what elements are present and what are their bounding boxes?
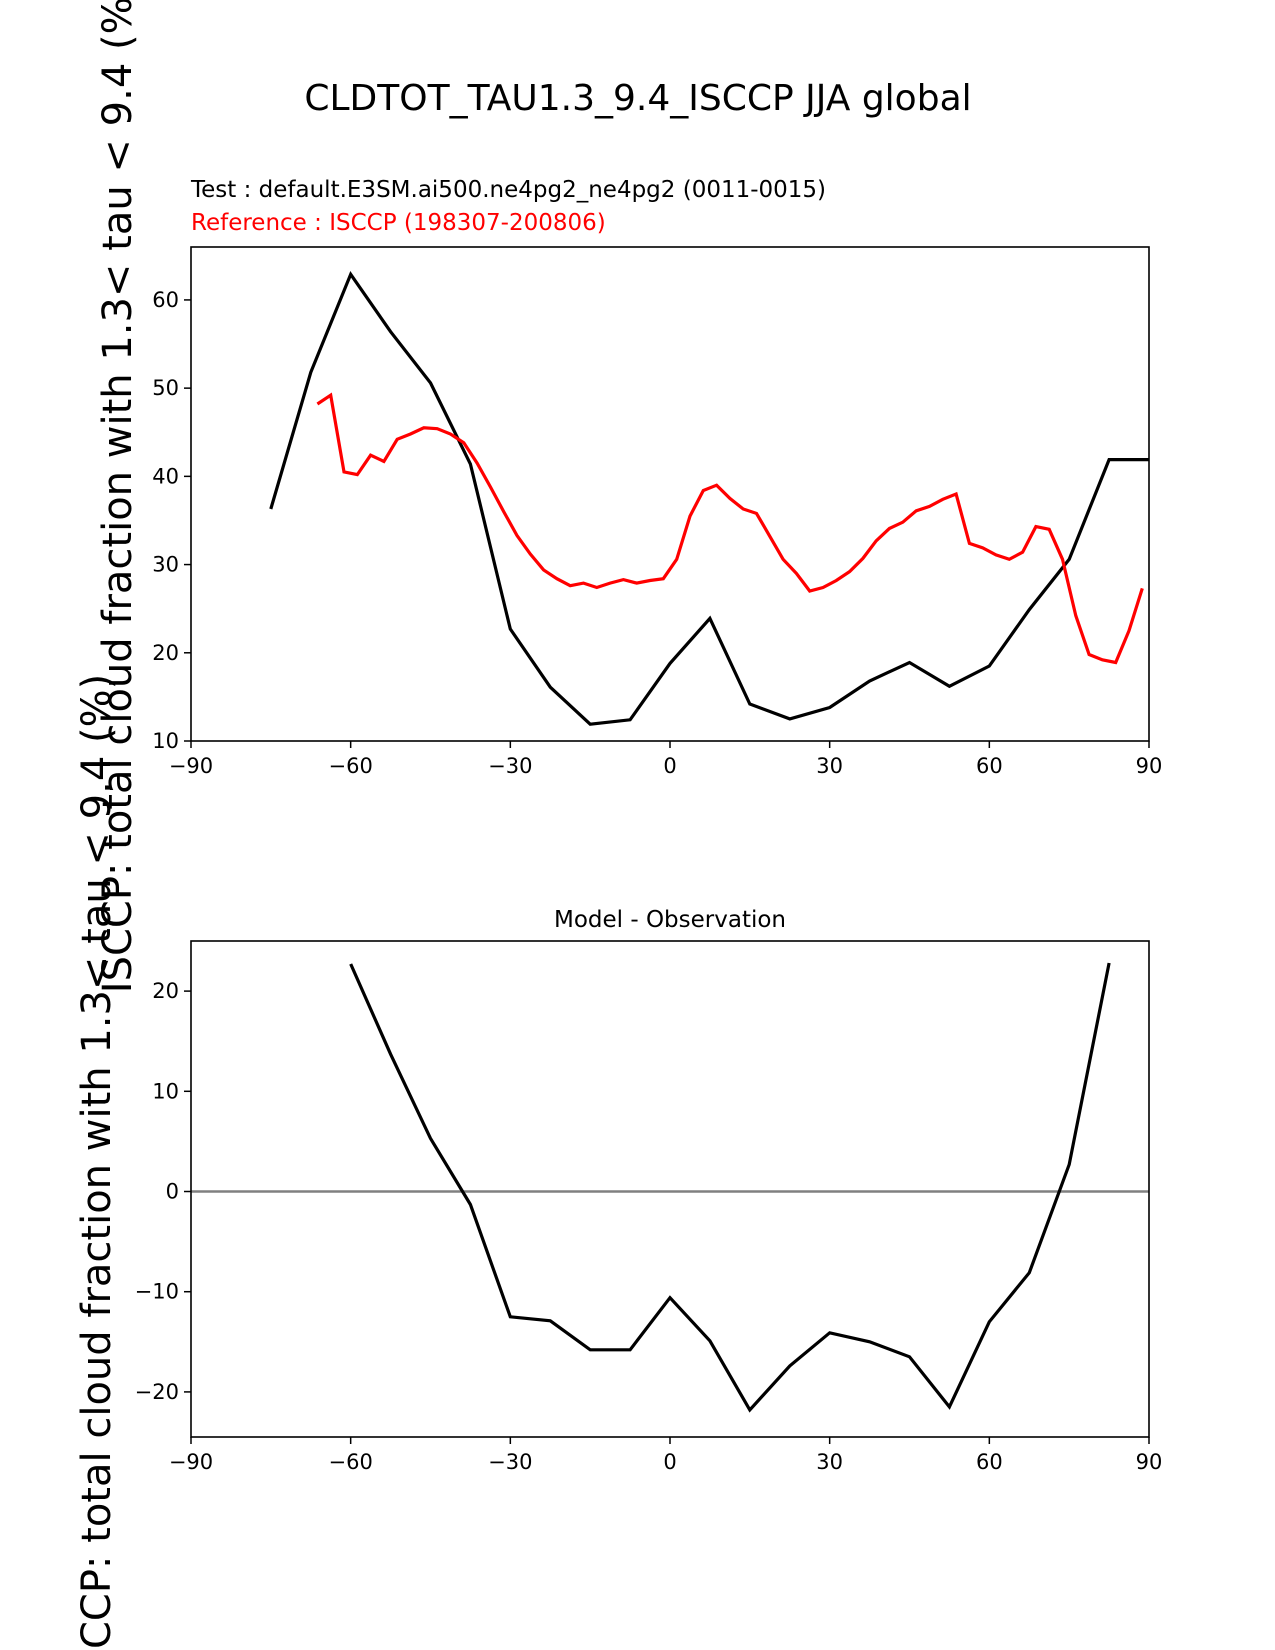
top-series-lines [269, 270, 1149, 726]
reference-label: Reference : ISCCP (198307-200806) [191, 210, 606, 236]
top-y-tick-label: 40 [152, 464, 179, 488]
top-x-tick-label: −60 [329, 754, 373, 778]
bottom-y-tick-label: 20 [152, 979, 179, 1003]
figure-title: CLDTOT_TAU1.3_9.4_ISCCP JJA global [304, 78, 971, 119]
test-label: Test : default.E3SM.ai500.ne4pg2_ne4pg2 … [190, 177, 826, 203]
bottom-x-tick-label: 90 [1136, 1450, 1163, 1474]
bottom-y-tick-label: 0 [166, 1180, 179, 1204]
bottom-x-tick-label: 60 [976, 1450, 1003, 1474]
bottom-axis-ticks: −90 −60 −30 0 30 60 90 −20 −10 0 10 20 [135, 979, 1163, 1474]
bottom-y-axis-label: ISCCP: total cloud fraction with 1.3< ta… [74, 674, 120, 1650]
top-panel: ISCCP: total cloud fraction with 1.3< ta… [95, 0, 1162, 993]
bottom-series-lines [191, 962, 1149, 1413]
top-y-tick-label: 10 [152, 729, 179, 753]
reference-series-line [316, 392, 1144, 665]
top-y-tick-label: 30 [152, 553, 179, 577]
top-y-tick-label: 50 [152, 376, 179, 400]
bottom-x-tick-label: −90 [169, 1450, 213, 1474]
test-series-line [269, 270, 1149, 726]
bottom-panel: Model - Observation ISCCP: total cloud f… [74, 674, 1162, 1650]
top-x-tick-label: 60 [976, 754, 1003, 778]
top-x-tick-label: −30 [488, 754, 532, 778]
bottom-y-tick-label: −20 [135, 1380, 179, 1404]
top-x-tick-label: −90 [169, 754, 213, 778]
top-axis-ticks: −90 −60 −30 0 30 60 90 10 20 30 40 50 60 [152, 288, 1162, 778]
top-x-tick-label: 30 [816, 754, 843, 778]
bottom-x-tick-label: −30 [488, 1450, 532, 1474]
top-plot-frame [190, 246, 1150, 742]
top-x-tick-label: 90 [1136, 754, 1163, 778]
bottom-y-tick-label: −10 [135, 1280, 179, 1304]
bottom-plot-frame [190, 940, 1150, 1438]
bottom-panel-title: Model - Observation [554, 907, 786, 933]
bottom-x-tick-label: −60 [329, 1450, 373, 1474]
top-y-axis-label: ISCCP: total cloud fraction with 1.3< ta… [95, 0, 141, 993]
top-y-tick-label: 20 [152, 641, 179, 665]
bottom-x-tick-label: 0 [663, 1450, 676, 1474]
top-y-tick-label: 60 [152, 288, 179, 312]
bottom-x-tick-label: 30 [816, 1450, 843, 1474]
top-x-tick-label: 0 [663, 754, 676, 778]
bottom-y-tick-label: 10 [152, 1079, 179, 1103]
difference-series-line [349, 962, 1111, 1413]
